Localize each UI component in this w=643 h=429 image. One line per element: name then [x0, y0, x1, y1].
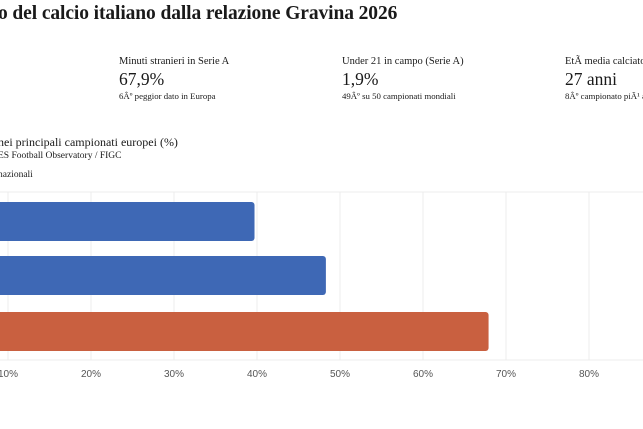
x-tick-label: 50% — [330, 369, 350, 380]
stat-card-average-age: EtÃ media calciatori 27 anni 8Âº campion… — [565, 56, 643, 101]
stat-value: 1,9% — [342, 69, 379, 89]
x-tick-label: 40% — [247, 369, 267, 380]
stat-label: Minuti stranieri in Serie A — [119, 56, 230, 67]
x-tick-label: 10% — [0, 369, 18, 380]
chart-bar — [0, 256, 326, 295]
chart-x-tick-labels: 10% 20% 30% 40% 50% 60% 70% 80% — [0, 369, 599, 380]
stat-card-foreign-minutes: Minuti stranieri in Serie A 67,9% 6Âº pe… — [119, 56, 229, 101]
stat-value: 27 anni — [565, 69, 618, 89]
stat-note: 8Âº campionato piÃ¹ an — [565, 91, 643, 102]
x-tick-label: 20% — [81, 369, 101, 380]
stat-card-under21: Under 21 in campo (Serie A) 1,9% 49Âº su… — [342, 56, 464, 101]
stat-note: 6Âº peggior dato in Europa — [119, 91, 216, 102]
stat-value: 67,9% — [119, 69, 165, 89]
x-tick-label: 80% — [579, 369, 599, 380]
stat-label: EtÃ media calciatori — [565, 56, 643, 67]
chart-source: ES Football Observatory / FIGC — [0, 151, 122, 161]
chart-bar — [0, 202, 255, 241]
x-tick-label: 30% — [164, 369, 184, 380]
stat-note: 49Âº su 50 campionati mondiali — [342, 91, 456, 102]
legend-label: nazionali — [0, 170, 33, 180]
chart-bars — [0, 202, 489, 351]
x-tick-label: 70% — [496, 369, 516, 380]
chart-title: nei principali campionati europei (%) — [0, 135, 178, 149]
chart-bar — [0, 312, 489, 351]
page-title: o del calcio italiano dalla relazione Gr… — [0, 3, 398, 24]
stat-label: Under 21 in campo (Serie A) — [342, 56, 464, 67]
x-tick-label: 60% — [413, 369, 433, 380]
